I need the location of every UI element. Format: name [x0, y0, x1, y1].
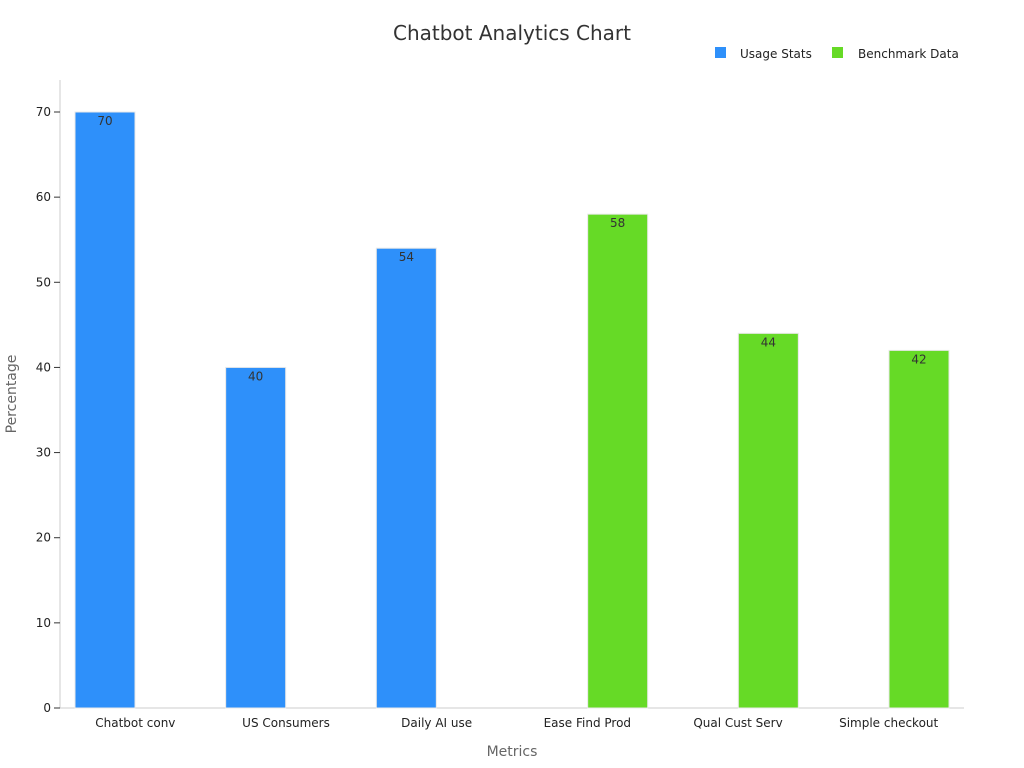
legend-swatch-usage-stats	[715, 47, 726, 58]
legend-label-benchmark-data: Benchmark Data	[858, 47, 959, 61]
data-label-us-consumers: 40	[248, 369, 263, 383]
data-label-chatbot-conv: 70	[97, 114, 112, 128]
x-ticks: Chatbot conv US Consumers Daily AI use Ease…	[95, 716, 938, 730]
y-tick-label: 20	[36, 531, 51, 545]
x-tick-label: Qual Cust Serv	[693, 716, 782, 730]
y-tick-label: 10	[36, 616, 51, 630]
data-label-ease-find-prod: 58	[610, 216, 625, 230]
bar-qual-cust-serv	[737, 332, 799, 709]
data-label-qual-cust-serv: 44	[761, 335, 776, 349]
bars	[74, 111, 950, 709]
x-tick-label: Chatbot conv	[95, 716, 175, 730]
y-ticks: 0 10 20 30 40 50 60 70	[36, 105, 60, 715]
x-tick-label: US Consumers	[242, 716, 330, 730]
bar-ease-find-prod	[587, 213, 649, 709]
y-tick-label: 50	[36, 275, 51, 289]
x-axis-title: Metrics	[487, 744, 538, 760]
x-tick-label: Simple checkout	[839, 716, 938, 730]
data-label-simple-checkout: 42	[911, 352, 926, 366]
y-tick-label: 0	[43, 701, 51, 715]
y-tick-label: 40	[36, 360, 51, 374]
data-label-daily-ai-use: 54	[399, 250, 414, 264]
bar-us-consumers	[225, 366, 287, 709]
bar-daily-ai-use	[375, 247, 437, 709]
y-axis-title: Percentage	[4, 355, 20, 434]
y-tick-label: 60	[36, 190, 51, 204]
bar-chatbot-conv	[74, 111, 136, 709]
x-tick-label: Ease Find Prod	[544, 716, 631, 730]
data-labels: 70 40 54 58 44 42	[97, 114, 926, 383]
legend-label-usage-stats: Usage Stats	[740, 47, 812, 61]
chart-title: Chatbot Analytics Chart	[393, 21, 631, 45]
x-tick-label: Daily AI use	[401, 716, 472, 730]
legend: Usage Stats Benchmark Data	[715, 47, 959, 61]
y-tick-label: 30	[36, 446, 51, 460]
bar-simple-checkout	[888, 349, 950, 709]
legend-swatch-benchmark-data	[832, 47, 843, 58]
y-tick-label: 70	[36, 105, 51, 119]
